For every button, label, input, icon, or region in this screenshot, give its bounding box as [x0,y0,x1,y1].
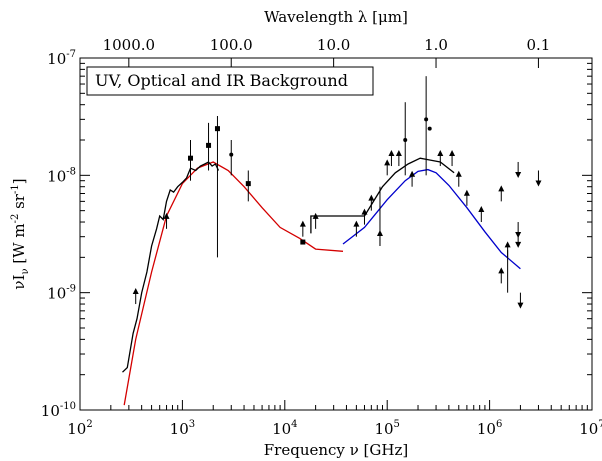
dot-marker [427,126,432,131]
y-tick-label: 10-7 [47,49,76,68]
plot-frame [79,57,593,411]
dot-marker [403,138,408,143]
x-tick-label: 105 [374,419,399,438]
arrow-up-head [353,220,360,227]
x-tick-label: 106 [477,419,502,438]
x-tick-label: 104 [272,419,297,438]
arrow-up-head [299,220,306,227]
ticks: 102 103 104 105 106 107 10-10 10-9 10-8 10-7 1000.… [41,36,602,438]
points-layer [132,76,542,309]
arrow-up-head [163,212,170,219]
series-line-3 [310,157,455,234]
y-title-main: νI [10,274,28,289]
arrow-up-head [498,267,505,274]
legend-text: UV, Optical and IR Background [95,71,348,90]
arrow-up-head [409,170,416,177]
series-line-1 [122,161,220,373]
y-title-units: [W m [10,223,28,263]
top-tick-label: 100.0 [210,36,253,54]
y-title-units-end: ] [10,178,28,184]
arrow-up-head [478,206,485,213]
legend-box: UV, Optical and IR Background [86,66,374,96]
arrow-down-head [517,302,524,309]
arrow-down-head [515,241,522,248]
y-title-sub: ν [20,268,31,274]
square-marker [300,239,306,245]
y-tick-label: 10-10 [41,401,76,420]
square-marker [245,181,251,187]
square-marker [214,126,220,132]
arrow-up-head [384,159,391,166]
x-tick-label: 107 [579,419,602,438]
legend-frame [86,66,374,96]
arrow-up-head [449,150,456,157]
top-axis-title: Wavelength λ [μm] [264,8,408,26]
arrow-up-head [437,150,444,157]
dot-marker [424,117,429,122]
top-tick-label: 1.0 [424,36,448,54]
arrow-down-head [515,171,522,178]
square-marker [206,142,212,148]
arrow-up-head [312,212,319,219]
y-title-exp2: -1 [10,184,21,194]
x-tick-label: 102 [67,419,92,438]
dot-marker [229,152,234,157]
top-tick-label: 10.0 [317,36,350,54]
arrow-up-head [463,189,470,196]
top-tick-label: 1000.0 [103,36,156,54]
arrow-up-head [132,288,139,295]
y-title-exp1: -2 [10,214,21,224]
arrow-up-head [388,150,395,157]
y-axis-title: νIν [W m-2 sr-1] [10,178,31,289]
y-tick-label: 10-9 [47,284,76,303]
series-line-2 [342,168,521,270]
arrow-up-head [498,185,505,192]
series-layer [122,157,521,406]
x-tick-label: 103 [170,419,195,438]
series-line-0 [123,161,344,406]
top-tick-label: 0.1 [526,36,550,54]
square-marker [188,155,194,161]
arrow-up-head [455,170,462,177]
y-tick-label: 10-8 [47,166,76,185]
arrow-down-head [535,180,542,187]
y-title-units-mid: sr [10,193,28,213]
arrow-up-head [368,194,375,201]
arrow-up-head [376,229,383,236]
arrow-up-head [504,241,511,248]
x-axis-title: Frequency ν [GHz] [264,441,408,459]
arrow-up-head [361,208,368,215]
arrow-up-head [395,150,402,157]
